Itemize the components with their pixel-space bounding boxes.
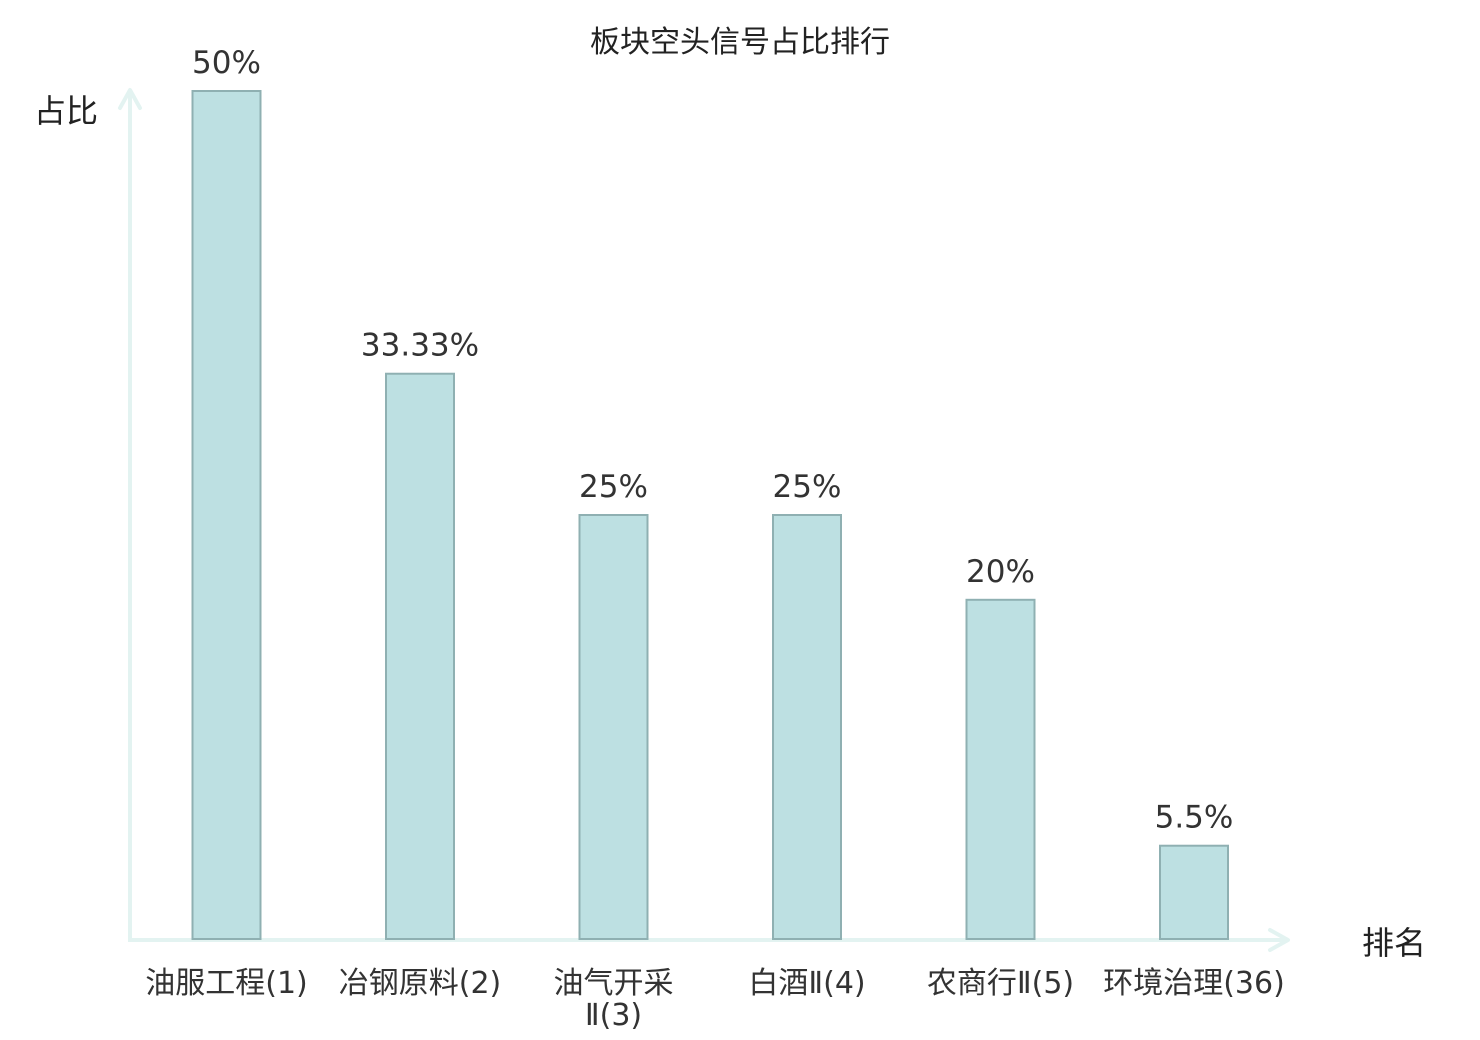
value-label-6: 5.5% <box>1155 800 1234 836</box>
bar-5 <box>965 598 1036 940</box>
y-axis <box>118 88 142 940</box>
x-axis <box>128 928 1290 952</box>
bar-3 <box>578 514 649 940</box>
value-label-3: 25% <box>579 469 648 505</box>
category-label-6: 环境治理(36) <box>1103 966 1285 1001</box>
bars-group <box>191 90 1229 940</box>
value-label-4: 25% <box>773 469 842 505</box>
bar-2 <box>385 372 455 940</box>
category-label-4: 白酒Ⅱ(4) <box>748 966 865 1001</box>
category-label-5: 农商行Ⅱ(5) <box>927 966 1074 1001</box>
category-label-3-line-2: Ⅱ(3) <box>585 998 642 1033</box>
bar-4 <box>772 514 842 940</box>
value-label-1: 50% <box>192 45 261 81</box>
value-labels-group: 50% 33.33% 25% 25% 20% 5.5% <box>192 45 1233 836</box>
x-axis-label: 排名 <box>1362 924 1426 962</box>
bar-6 <box>1159 844 1229 940</box>
category-label-3-line-1: 油气开采 <box>554 966 674 1001</box>
category-label-2: 冶钢原料(2) <box>339 966 502 1001</box>
y-axis-label: 占比 <box>34 92 98 130</box>
bar-1 <box>191 90 262 940</box>
value-label-2: 33.33% <box>361 328 479 364</box>
chart-title: 板块空头信号占比排行 <box>590 25 890 60</box>
category-label-1: 油服工程(1) <box>145 966 308 1001</box>
value-label-5: 20% <box>966 554 1035 590</box>
